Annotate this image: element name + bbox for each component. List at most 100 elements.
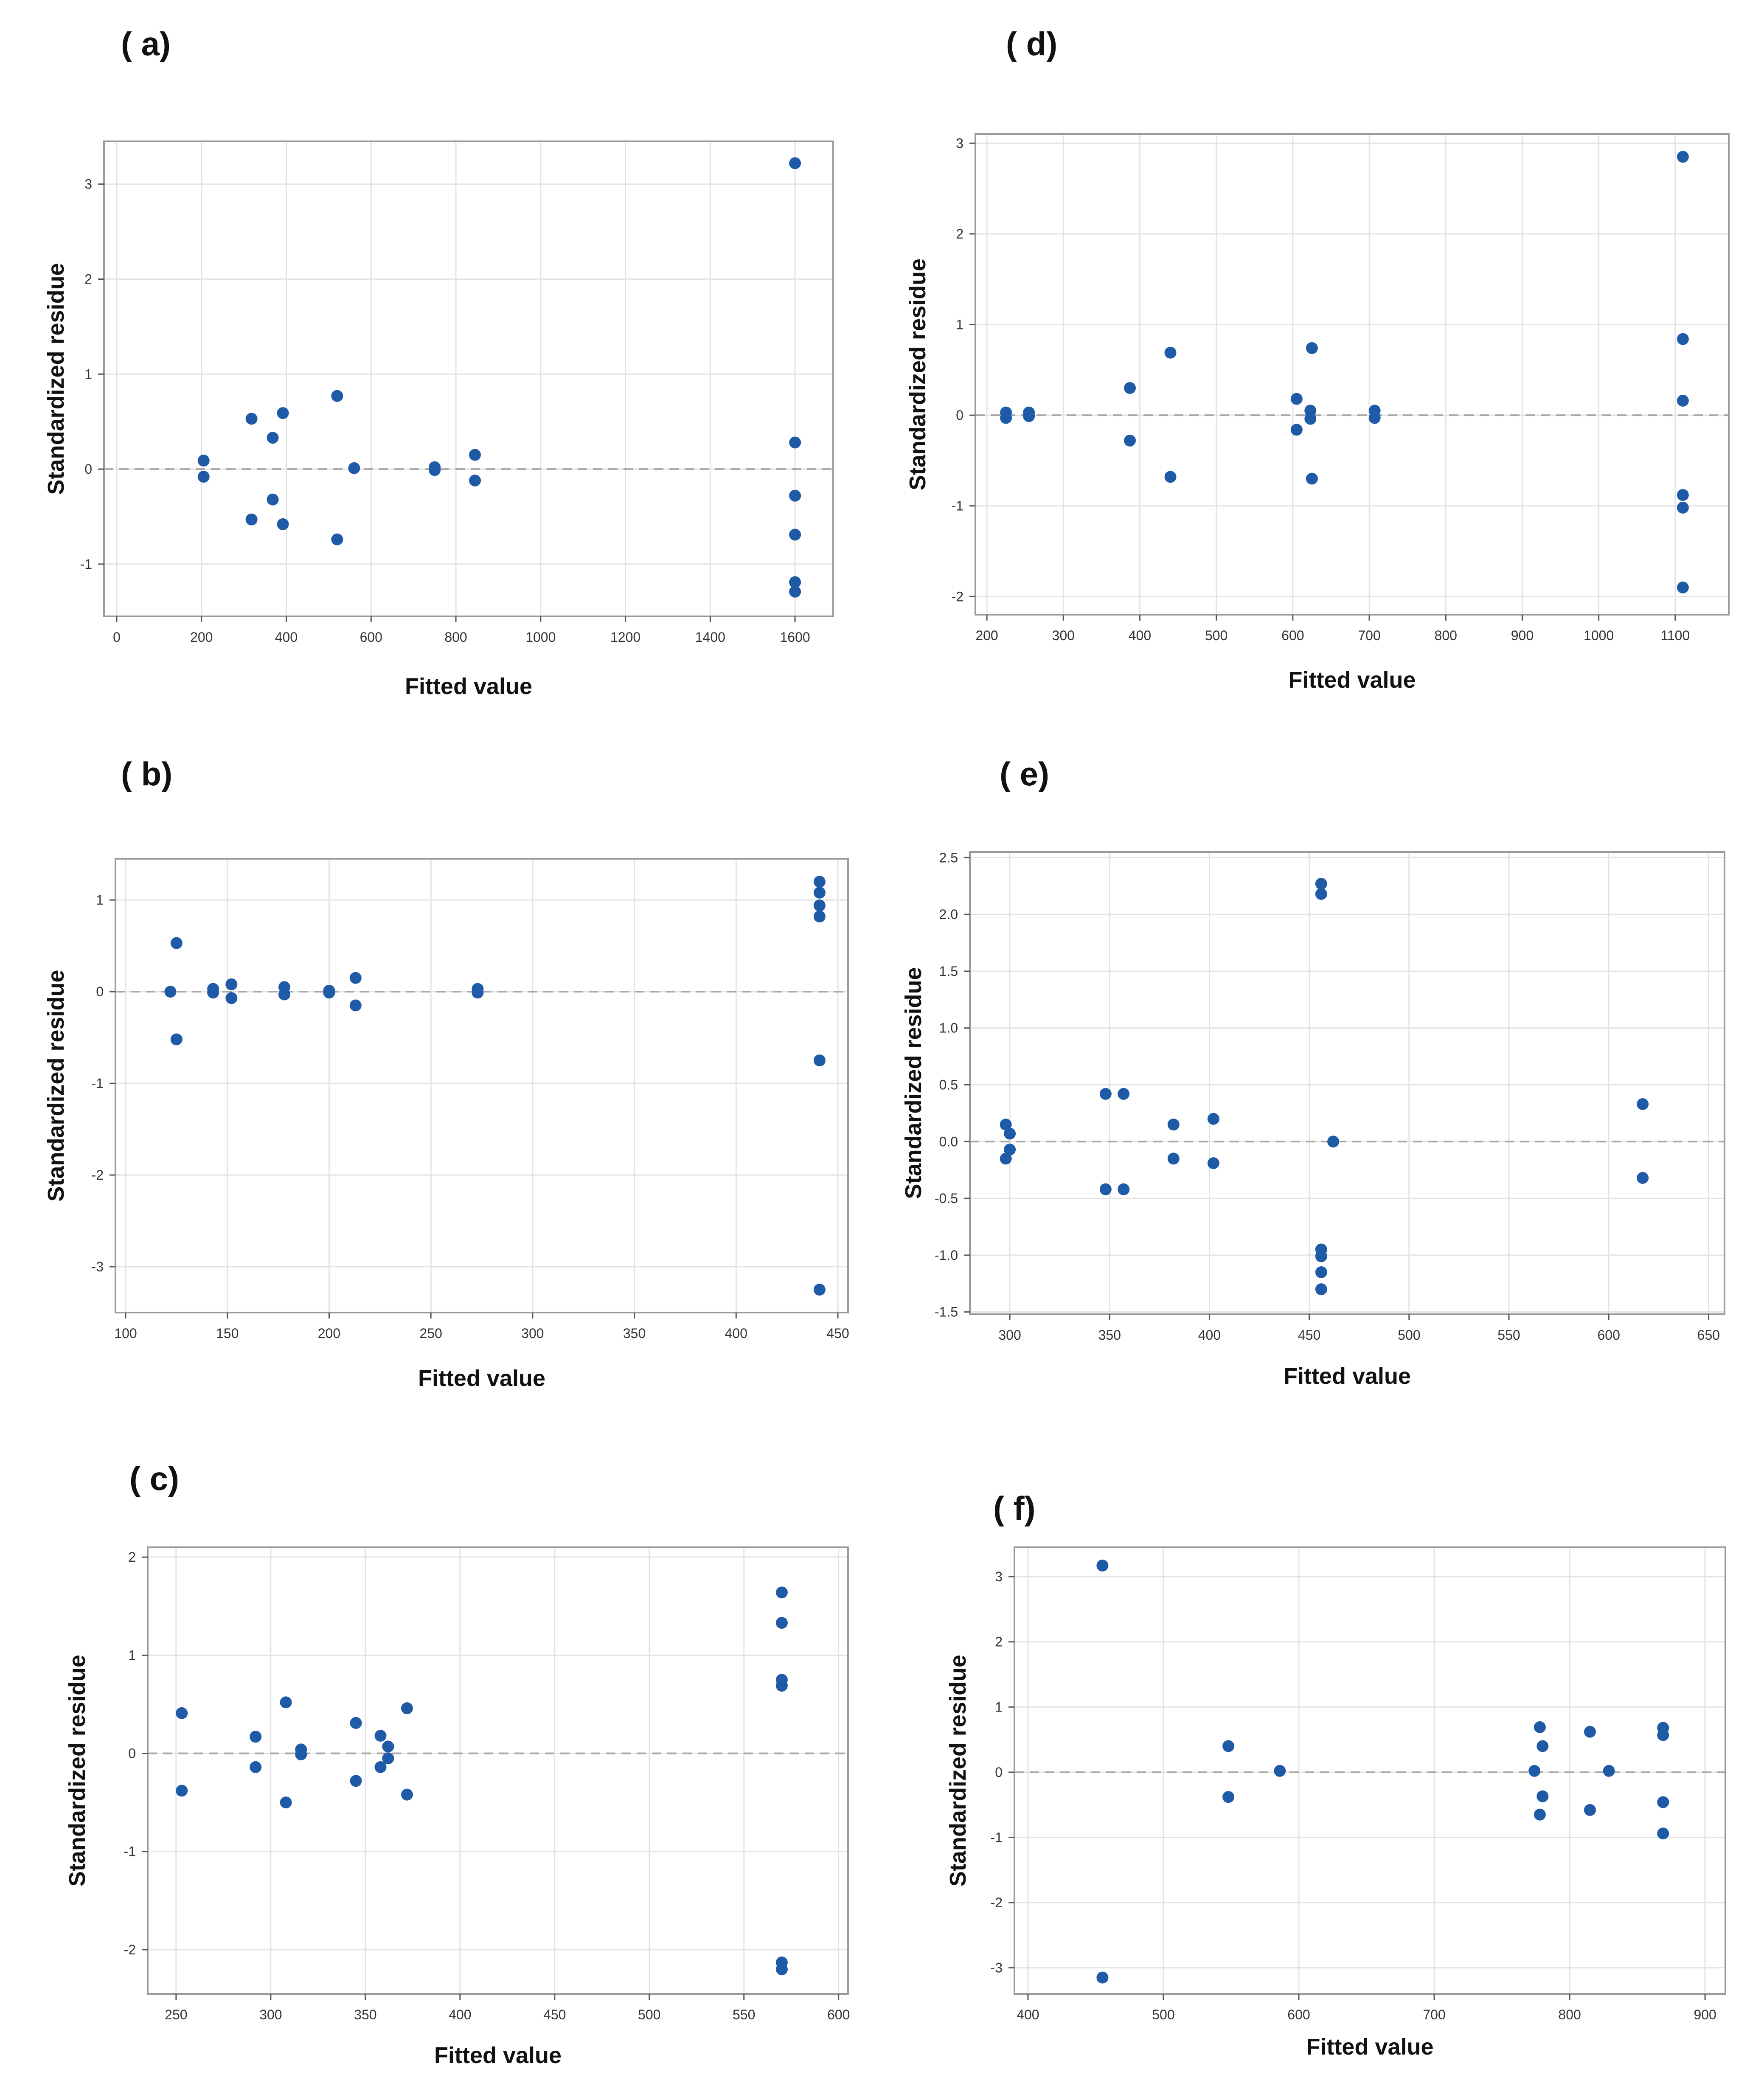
x-tick-label: 500: [638, 2007, 660, 2022]
x-tick-label: 350: [354, 2007, 376, 2022]
x-tick-label: 600: [1287, 2007, 1310, 2022]
y-tick-label: -1: [80, 557, 92, 572]
y-tick-label: 0: [96, 984, 104, 999]
residual-point: [331, 533, 343, 545]
residual-point: [1096, 1560, 1109, 1572]
y-tick-label: 1: [956, 317, 963, 332]
residual-point: [382, 1752, 394, 1765]
residual-point: [1000, 1153, 1012, 1165]
x-tick-label: 200: [318, 1326, 340, 1341]
x-tick-label: 1100: [1660, 628, 1690, 643]
residual-point: [245, 413, 258, 425]
residual-point: [1677, 489, 1689, 501]
x-axis-title: Fitted value: [418, 1366, 545, 1391]
residual-point: [1304, 413, 1317, 425]
y-axis-title: Standardized residue: [43, 970, 69, 1201]
residual-point: [350, 1717, 362, 1729]
residual-point: [1000, 1119, 1012, 1131]
y-tick-label: 2: [956, 226, 963, 242]
residual-point: [1584, 1804, 1596, 1816]
x-tick-label: 350: [623, 1326, 646, 1341]
residual-point: [1657, 1729, 1669, 1741]
residual-point: [469, 449, 481, 461]
panel-c: ( c) 250 300 350 400 450 500 550 600 -2 -1 0 1 2 Fitte…: [65, 1460, 850, 2068]
residual-point: [789, 489, 801, 502]
x-tick-label: 300: [521, 1326, 544, 1341]
residual-point: [1167, 1153, 1180, 1165]
x-tick-label: 100: [114, 1326, 137, 1341]
residual-point: [813, 886, 826, 899]
residual-point: [813, 1284, 826, 1296]
x-tick-label: 200: [975, 628, 998, 643]
residual-point: [775, 1963, 788, 1976]
x-tick-label: 700: [1358, 628, 1380, 643]
residual-point: [1124, 382, 1136, 394]
y-tick-label: -1.0: [935, 1248, 958, 1263]
x-axis-title: Fitted value: [1288, 667, 1416, 693]
plot-frame: [969, 851, 1725, 1315]
x-tick-label: 800: [444, 630, 467, 645]
residual-point: [225, 978, 238, 990]
y-tick-label: 2.5: [939, 850, 958, 865]
residual-point: [348, 462, 360, 474]
x-axis-title: Fitted value: [405, 674, 532, 699]
x-axis-title: Fitted value: [1306, 2034, 1433, 2060]
residual-point: [280, 1696, 292, 1709]
residual-point: [813, 900, 826, 912]
residual-point: [1118, 1183, 1130, 1195]
residual-point: [1290, 393, 1303, 405]
residual-point: [349, 972, 362, 984]
y-tick-label: -2: [952, 589, 963, 604]
residual-point: [789, 528, 801, 541]
y-tick-label: 1.5: [939, 964, 958, 979]
panel-a: ( a) 0 200 400 600 800 1000 1200 1400 1600 -1 0 1 2 3 F…: [43, 25, 834, 699]
y-tick-label: 2.0: [939, 907, 958, 922]
plot-frame: [115, 858, 849, 1313]
residual-point: [1000, 412, 1012, 424]
residual-point: [1274, 1765, 1286, 1777]
y-tick-label: 1: [84, 366, 92, 382]
x-tick-label: 900: [1694, 2007, 1716, 2022]
x-tick-label: 1200: [610, 630, 640, 645]
y-tick-label: -1.5: [935, 1304, 958, 1320]
residual-point: [1677, 501, 1689, 514]
x-tick-label: 800: [1558, 2007, 1581, 2022]
residual-point: [207, 987, 219, 999]
residual-point: [280, 1796, 292, 1809]
y-axis-title: Standardized residue: [901, 967, 926, 1199]
residual-point: [789, 436, 801, 449]
x-tick-label: 400: [1129, 628, 1151, 643]
x-tick-label: 450: [1298, 1327, 1320, 1343]
residual-point: [775, 1617, 788, 1629]
residual-point: [1207, 1113, 1219, 1125]
residual-point: [331, 390, 343, 402]
residual-point: [1099, 1088, 1112, 1100]
x-tick-label: 350: [1098, 1327, 1121, 1343]
residual-point: [1124, 434, 1136, 447]
y-tick-label: 0.0: [939, 1134, 958, 1149]
residual-point: [1677, 581, 1689, 593]
residual-point: [176, 1785, 188, 1797]
residual-point: [382, 1740, 394, 1753]
y-tick-label: -3: [92, 1259, 104, 1274]
y-tick-label: -2: [92, 1167, 104, 1183]
x-axis-title: Fitted value: [434, 2043, 562, 2068]
y-tick-label: 0: [84, 461, 92, 477]
y-tick-label: -3: [991, 1960, 1003, 1976]
residual-point: [1315, 1250, 1327, 1262]
panel-label-b: ( b): [121, 755, 172, 793]
residual-point: [1096, 1971, 1109, 1984]
residual-point: [1677, 394, 1689, 407]
x-tick-label: 300: [998, 1327, 1021, 1343]
residual-point: [1584, 1726, 1596, 1738]
panel-label-c: ( c): [129, 1460, 179, 1497]
residual-point: [1207, 1157, 1219, 1169]
y-tick-label: 1.0: [939, 1020, 958, 1036]
x-axis-title: Fitted value: [1284, 1363, 1411, 1389]
residual-point: [401, 1788, 413, 1801]
residual-point: [1099, 1183, 1112, 1195]
x-tick-label: 600: [1281, 628, 1304, 643]
x-tick-label: 400: [1198, 1327, 1221, 1343]
panel-label-d: ( d): [1006, 25, 1057, 62]
